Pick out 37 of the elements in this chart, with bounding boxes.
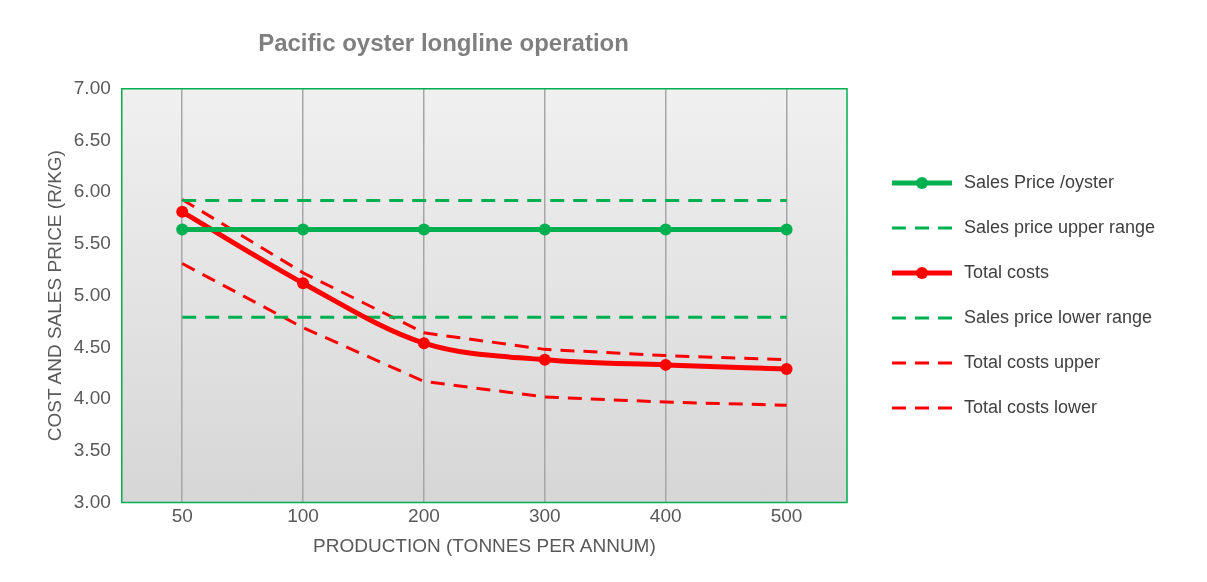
x-tick-label: 50 (171, 505, 193, 527)
y-tick-label: 4.00 (73, 387, 111, 409)
point (659, 223, 672, 236)
x-tick-label: 300 (528, 505, 561, 527)
y-axis-title: COST AND SALES PRICE (R/KG) (43, 150, 65, 442)
legend-label: Sales price upper range (964, 217, 1156, 238)
y-tick-label: 6.50 (73, 128, 111, 150)
point (176, 205, 189, 218)
legend-label: Total costs (964, 262, 1050, 283)
y-tick-label: 4.50 (73, 335, 111, 357)
point (780, 363, 793, 376)
legend-label: Total costs lower (964, 397, 1098, 418)
point (297, 223, 310, 236)
x-tick-label: 400 (649, 505, 682, 527)
point (780, 223, 793, 236)
y-tick-label: 3.00 (73, 490, 111, 512)
point (659, 358, 672, 371)
point (297, 277, 310, 290)
point (538, 223, 551, 236)
legend-label: Total costs upper (964, 352, 1101, 373)
y-tick-label: 5.50 (73, 232, 111, 254)
y-tick-label: 5.00 (73, 283, 111, 305)
x-tick-label: 200 (408, 505, 440, 527)
line-series (180, 262, 789, 407)
point (417, 337, 430, 350)
y-tick-label: 6.00 (73, 180, 111, 202)
x-axis-title: PRODUCTION (TONNES PER ANNUM) (313, 534, 656, 556)
legend-label: Sales Price /oyster (964, 172, 1115, 193)
x-tick-label: 500 (770, 505, 803, 527)
point (176, 223, 189, 236)
x-tick-label: 100 (287, 505, 319, 527)
chart-title: Pacific oyster longline operation (258, 29, 629, 57)
legend-label: Sales price lower range (964, 307, 1153, 328)
point (538, 353, 551, 366)
y-tick-label: 7.00 (73, 77, 111, 99)
point (417, 223, 430, 236)
y-tick-label: 3.50 (73, 438, 111, 460)
